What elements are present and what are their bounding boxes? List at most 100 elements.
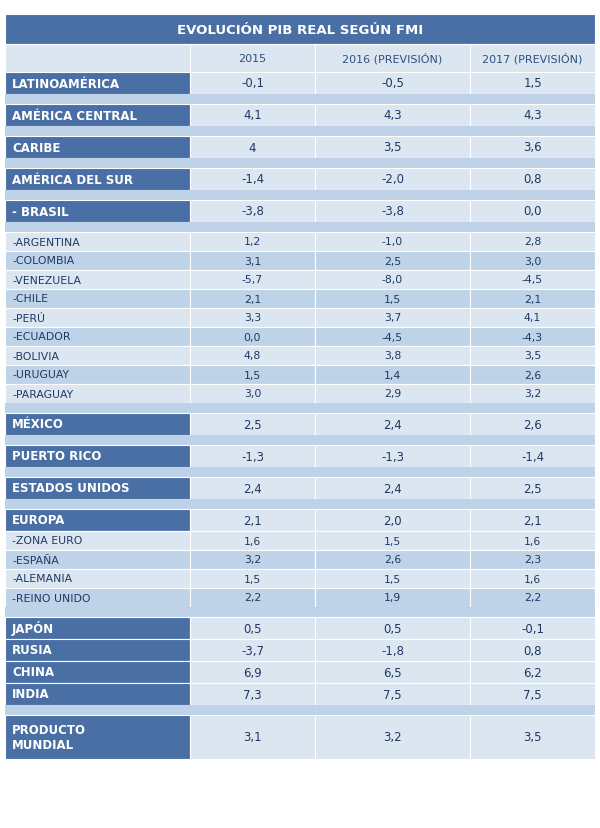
Text: 1,5: 1,5 xyxy=(244,370,261,380)
Text: -0,1: -0,1 xyxy=(241,77,264,90)
Bar xyxy=(470,384,595,403)
Text: 7,3: 7,3 xyxy=(243,688,262,700)
Text: 6,2: 6,2 xyxy=(523,666,542,679)
Bar xyxy=(470,169,595,190)
Text: 2,9: 2,9 xyxy=(384,389,401,399)
Text: 2,2: 2,2 xyxy=(244,593,261,603)
Text: ESTADOS UNIDOS: ESTADOS UNIDOS xyxy=(12,482,130,495)
Text: 1,6: 1,6 xyxy=(524,574,541,584)
Text: -VENEZUELA: -VENEZUELA xyxy=(12,275,81,285)
Bar xyxy=(315,588,470,607)
Bar xyxy=(5,445,190,468)
Bar xyxy=(190,169,315,190)
Bar xyxy=(5,705,595,715)
Bar xyxy=(5,105,190,127)
Text: EUROPA: EUROPA xyxy=(12,514,65,527)
Bar xyxy=(470,45,595,73)
Text: 1,5: 1,5 xyxy=(244,574,261,584)
Text: -URUGUAY: -URUGUAY xyxy=(12,370,69,380)
Bar xyxy=(190,309,315,328)
Text: -8,0: -8,0 xyxy=(382,275,403,285)
Bar xyxy=(470,271,595,290)
Bar xyxy=(470,309,595,328)
Bar xyxy=(315,328,470,347)
Text: -PERÚ: -PERÚ xyxy=(12,313,45,323)
Bar xyxy=(5,127,595,137)
Bar xyxy=(190,233,315,252)
Text: -4,5: -4,5 xyxy=(522,275,543,285)
Bar xyxy=(190,365,315,384)
Text: 3,8: 3,8 xyxy=(384,351,401,361)
Text: 2,1: 2,1 xyxy=(243,514,262,527)
Text: 1,5: 1,5 xyxy=(384,294,401,304)
Bar xyxy=(470,588,595,607)
Bar xyxy=(190,413,315,436)
Bar xyxy=(190,445,315,468)
Text: -REINO UNIDO: -REINO UNIDO xyxy=(12,593,91,603)
Bar xyxy=(315,509,470,532)
Bar xyxy=(5,223,595,233)
Text: 1,4: 1,4 xyxy=(384,370,401,380)
Bar xyxy=(315,639,470,662)
Bar xyxy=(470,532,595,551)
Text: -1,4: -1,4 xyxy=(521,450,544,463)
Bar xyxy=(5,328,190,347)
Text: INDIA: INDIA xyxy=(12,688,50,700)
Bar xyxy=(190,45,315,73)
Bar xyxy=(190,105,315,127)
Bar xyxy=(470,105,595,127)
Text: 3,2: 3,2 xyxy=(524,389,541,399)
Text: 3,2: 3,2 xyxy=(244,555,261,565)
Text: -1,8: -1,8 xyxy=(381,643,404,657)
Text: 2,8: 2,8 xyxy=(524,237,541,248)
Bar xyxy=(5,233,190,252)
Text: MÉXICO: MÉXICO xyxy=(12,418,64,431)
Bar xyxy=(315,233,470,252)
Bar xyxy=(315,478,470,499)
Bar xyxy=(5,570,190,588)
Bar xyxy=(315,347,470,365)
Bar xyxy=(315,45,470,73)
Text: 4,3: 4,3 xyxy=(383,109,402,123)
Text: -ESPAÑA: -ESPAÑA xyxy=(12,555,59,565)
Text: 3,3: 3,3 xyxy=(244,313,261,323)
Text: 4,1: 4,1 xyxy=(524,313,541,323)
Text: 2,6: 2,6 xyxy=(384,555,401,565)
Bar xyxy=(190,137,315,159)
Text: -COLOMBIA: -COLOMBIA xyxy=(12,256,74,266)
Bar xyxy=(5,683,190,705)
Text: 2017 (PREVISIÓN): 2017 (PREVISIÓN) xyxy=(482,53,583,65)
Bar xyxy=(190,662,315,683)
Bar xyxy=(190,683,315,705)
Text: JAPÓN: JAPÓN xyxy=(12,621,54,636)
Bar xyxy=(5,159,595,169)
Text: -3,8: -3,8 xyxy=(241,205,264,219)
Bar xyxy=(315,532,470,551)
Text: 3,6: 3,6 xyxy=(523,142,542,154)
Bar xyxy=(315,365,470,384)
Bar xyxy=(470,365,595,384)
Bar xyxy=(5,662,190,683)
Text: -ECUADOR: -ECUADOR xyxy=(12,332,71,342)
Bar xyxy=(5,73,190,95)
Bar xyxy=(315,570,470,588)
Bar xyxy=(5,45,190,73)
Text: 2016 (PREVISIÓN): 2016 (PREVISIÓN) xyxy=(343,53,443,65)
Text: -BOLIVIA: -BOLIVIA xyxy=(12,351,59,361)
Text: CHINA: CHINA xyxy=(12,666,54,679)
Text: 6,9: 6,9 xyxy=(243,666,262,679)
Bar xyxy=(5,190,595,200)
Bar xyxy=(315,413,470,436)
Bar xyxy=(190,252,315,271)
Bar xyxy=(315,271,470,290)
Text: 2,1: 2,1 xyxy=(524,294,541,304)
Text: 6,5: 6,5 xyxy=(383,666,402,679)
Bar xyxy=(5,309,190,328)
Bar xyxy=(470,478,595,499)
Text: AMÉRICA CENTRAL: AMÉRICA CENTRAL xyxy=(12,109,137,123)
Bar xyxy=(315,105,470,127)
Text: -2,0: -2,0 xyxy=(381,173,404,186)
Bar xyxy=(470,137,595,159)
Text: -ALEMANIA: -ALEMANIA xyxy=(12,574,72,584)
Bar xyxy=(315,290,470,309)
